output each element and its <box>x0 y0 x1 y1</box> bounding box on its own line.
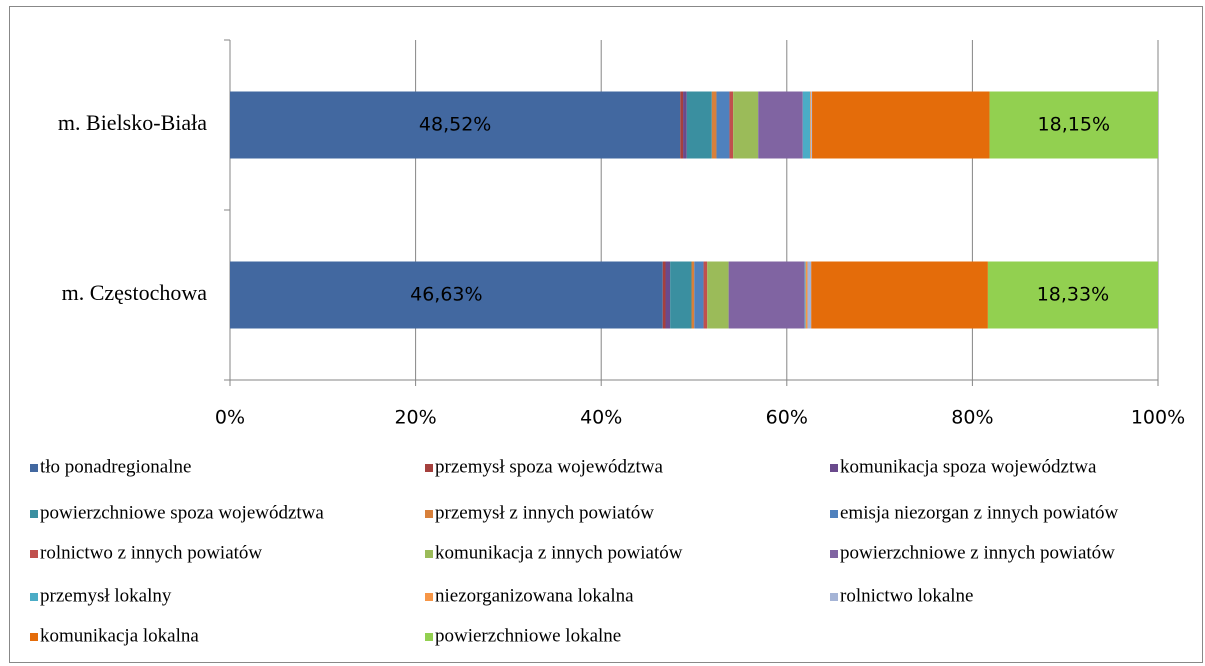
value-label: 18,15% <box>1038 114 1110 136</box>
bar-segment <box>810 91 812 159</box>
legend-label: rolnictwo z innych powiatów <box>40 542 262 563</box>
legend-label: rolnictwo lokalne <box>840 585 974 606</box>
bar-segment <box>812 91 990 159</box>
legend-swatch <box>830 464 838 472</box>
legend-swatch <box>425 464 433 472</box>
bar-segment <box>707 261 729 329</box>
bar-segment <box>733 91 759 159</box>
bar-segment <box>807 261 812 329</box>
legend-swatch <box>425 510 433 518</box>
bar-segment <box>811 91 813 159</box>
bar-segment <box>811 261 988 329</box>
x-tick-label: 60% <box>766 407 808 429</box>
bar-segment <box>230 91 681 159</box>
x-tick-label: 80% <box>951 407 993 429</box>
x-tick-label: 100% <box>1131 407 1185 429</box>
value-label: 18,33% <box>1037 284 1109 306</box>
bar-segment <box>662 261 666 329</box>
legend-label: powierzchniowe spoza województwa <box>40 502 324 523</box>
legend-label: emisja niezorgan z innych powiatów <box>840 502 1119 523</box>
bar-segment <box>680 91 684 159</box>
legend-label: komunikacja spoza województwa <box>840 456 1097 477</box>
bar-segment <box>703 261 708 329</box>
bar-segment <box>665 261 671 329</box>
bar-segment <box>989 91 1158 159</box>
bar-segment <box>728 261 805 329</box>
bar-segment <box>230 261 663 329</box>
bar-segment <box>711 91 717 159</box>
legend-swatch <box>425 550 433 558</box>
legend-swatch <box>425 593 433 601</box>
legend-swatch <box>30 464 38 472</box>
y-tick-label: m. Bielsko-Biała <box>58 110 207 135</box>
legend-swatch <box>30 510 38 518</box>
legend-swatch <box>830 593 838 601</box>
legend-swatch <box>30 633 38 641</box>
value-label: 46,63% <box>410 284 482 306</box>
bar-segment <box>987 261 1158 329</box>
x-tick-label: 40% <box>580 407 622 429</box>
legend-swatch <box>30 550 38 558</box>
x-tick-label: 20% <box>394 407 436 429</box>
bar-segment <box>683 91 687 159</box>
legend-swatch <box>425 633 433 641</box>
legend-label: przemysł z innych powiatów <box>435 502 654 523</box>
bar-segment <box>805 261 808 329</box>
bar-segment <box>670 261 692 329</box>
legend-label: powierzchniowe lokalne <box>435 625 621 646</box>
legend-label: przemysł spoza województwa <box>435 456 663 477</box>
bar-segment <box>694 261 704 329</box>
legend-label: przemysł lokalny <box>40 585 172 606</box>
bar-segment <box>691 261 695 329</box>
y-tick-label: m. Częstochowa <box>62 280 208 305</box>
legend-label: niezorganizowana lokalna <box>435 585 634 606</box>
legend-label: komunikacja z innych powiatów <box>435 542 683 563</box>
x-tick-label: 0% <box>215 407 245 429</box>
bar-segment <box>802 91 811 159</box>
bar-segment <box>804 261 806 329</box>
bar-segment <box>686 91 712 159</box>
bar-segment <box>758 91 803 159</box>
legend-swatch <box>30 593 38 601</box>
bar-segment <box>729 91 734 159</box>
legend-swatch <box>830 550 838 558</box>
bar-segment <box>716 91 730 159</box>
legend-label: tło ponadregionalne <box>40 456 191 477</box>
value-label: 48,52% <box>419 114 491 136</box>
legend-swatch <box>830 510 838 518</box>
legend-label: komunikacja lokalna <box>40 625 199 646</box>
legend-label: powierzchniowe z innych powiatów <box>840 542 1115 563</box>
